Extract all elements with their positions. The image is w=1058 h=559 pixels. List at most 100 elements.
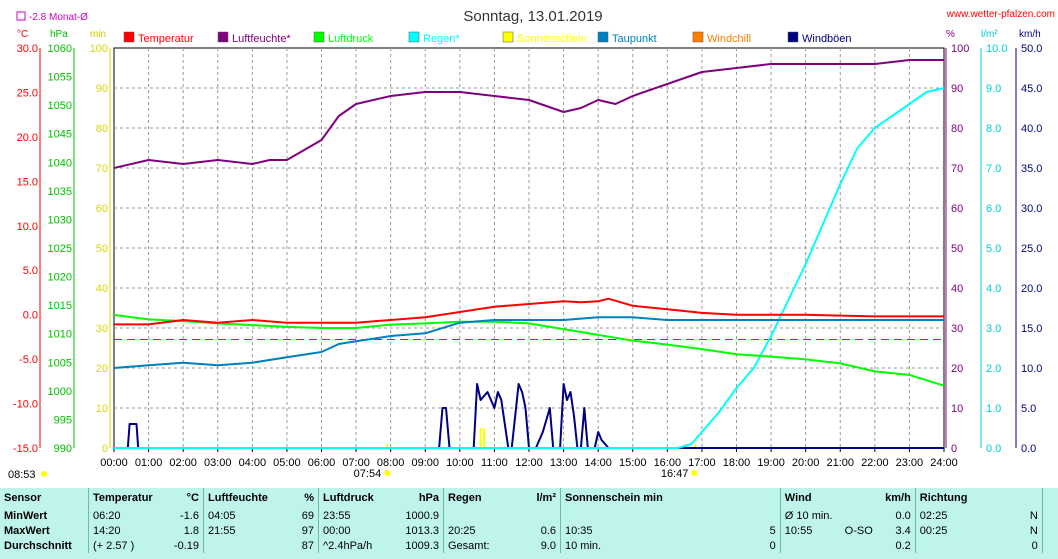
rain-tick-label: 2.0 (986, 363, 1001, 375)
wind-tick-label: 35.0 (1021, 163, 1042, 175)
min-temp-time: 06:20 (88, 508, 167, 523)
weather-chart: Sonntag, 13.01.2019 www.wetter-pfalzen.c… (8, 8, 1055, 481)
rain-tick-label: 3.0 (986, 323, 1001, 335)
legend-swatch (217, 31, 229, 43)
legend-label: Taupunkt (612, 33, 657, 45)
right-axes: 100908070605040302010010.09.08.07.06.05.… (945, 43, 1042, 455)
time-tick-label: 19:00 (757, 457, 785, 469)
time-tick-label: 24:00 (930, 457, 958, 469)
min-hum-value: 69 (301, 509, 314, 522)
stats-header-temp: Temperatur (88, 488, 167, 508)
monthly-avg-label: -2.8 Monat-Ø (29, 12, 88, 23)
rain-tick-label: 4.0 (986, 283, 1001, 295)
unit-rain: l/m² (981, 29, 998, 40)
min-sun-value (726, 508, 780, 523)
stats-header-hum-unit: % (304, 492, 314, 504)
time-tick-label: 13:00 (550, 457, 578, 469)
percent-tick-label: 40 (951, 283, 963, 295)
pressure-tick-label: 1005 (48, 357, 72, 369)
avg-hum-value: 87 (301, 539, 314, 552)
time-tick-label: 17:00 (688, 457, 716, 469)
time-tick-label: 20:00 (792, 457, 820, 469)
monthly-avg-legend-box (16, 11, 26, 21)
avg-wind-dir (839, 538, 877, 553)
temp-tick-label: -5.0 (19, 354, 38, 366)
percent-tick-label: 0 (951, 443, 957, 455)
series-line-luftdruck (113, 313, 945, 387)
rain-tick-label: 10.0 (986, 43, 1007, 55)
chart-title: Sonntag, 13.01.2019 (463, 8, 602, 25)
stats-header-wind-unit: km/h (885, 492, 911, 504)
sunrise-time: 07:54 (354, 468, 382, 480)
percent-tick-label: 80 (951, 123, 963, 135)
max-rain-time: 20:25 (443, 523, 522, 538)
minutes-tick-label: 20 (96, 363, 108, 375)
sunset-time: 16:47 (661, 468, 689, 480)
stats-label-min: MinWert (4, 509, 48, 522)
sun-start-time: 08:53 (8, 469, 36, 481)
max-wind-time: 10:55 (779, 523, 839, 538)
time-axis: 00:00 01:00 02:00 03:00 04:00 05:00 06:00 07:00… (100, 448, 958, 480)
left-axes: 30.0 25.0 20.0 15.0 10.0 5.0 0.0 -5.0 -10.0 -15.0… (13, 43, 111, 455)
time-tick-label: 14:00 (584, 457, 612, 469)
max-temp-time: 14:20 (88, 523, 167, 538)
max-hum-value: 97 (301, 524, 314, 537)
wind-tick-label: 5.0 (1021, 403, 1036, 415)
series-line-temperatur (114, 297, 944, 326)
legend-swatch (502, 31, 514, 43)
sunset-icon (691, 470, 698, 476)
legend-swatch (597, 31, 609, 43)
temp-tick-label: 20.0 (17, 132, 38, 144)
unit-min: min (90, 29, 106, 40)
min-wind-dir (839, 508, 877, 523)
chart-grid (113, 47, 945, 449)
stats-header-sun: Sonnenschein min (560, 488, 781, 508)
pressure-tick-label: 990 (54, 443, 72, 455)
wind-tick-label: 10.0 (1021, 363, 1042, 375)
avg-wind-time (779, 538, 839, 553)
legend-label: Windchill (707, 33, 751, 45)
pressure-tick-label: 1060 (48, 43, 72, 55)
legend-label: Temperatur (138, 33, 194, 45)
legend-label: Sonnenschein (517, 33, 587, 45)
rain-tick-label: 7.0 (986, 163, 1001, 175)
max-dir-value: N (1029, 524, 1038, 537)
minutes-tick-label: 70 (96, 163, 108, 175)
pressure-tick-label: 1050 (48, 100, 72, 112)
temp-tick-label: 10.0 (17, 221, 38, 233)
percent-tick-label: 90 (951, 83, 963, 95)
minutes-tick-label: 90 (96, 83, 108, 95)
wind-tick-label: 15.0 (1021, 323, 1042, 335)
time-tick-label: 22:00 (861, 457, 889, 469)
max-temp-value: 1.8 (183, 524, 199, 537)
avg-dir-time (914, 538, 984, 553)
pressure-tick-label: 1055 (48, 72, 72, 84)
time-tick-label: 07:00 (342, 457, 370, 469)
pressure-tick-label: 1020 (48, 272, 72, 284)
time-tick-label: 01:00 (135, 457, 163, 469)
legend-label: Luftfeuchte* (232, 33, 291, 45)
website-link[interactable]: www.wetter-pfalzen.com (946, 9, 1055, 20)
avg-rain-value: 9.0 (540, 539, 556, 552)
time-tick-label: 08:00 (377, 457, 405, 469)
temp-tick-label: -10.0 (13, 399, 38, 411)
time-tick-label: 05:00 (273, 457, 301, 469)
time-tick-label: 21:00 (826, 457, 854, 469)
rain-tick-label: 1.0 (986, 403, 1001, 415)
time-tick-label: 12:00 (515, 457, 543, 469)
rain-tick-label: 6.0 (986, 203, 1001, 215)
legend: Temperatur Luftfeuchte* Luftdruck Regen* Son… (123, 31, 852, 45)
percent-tick-label: 10 (951, 403, 963, 415)
min-hum-time: 04:05 (203, 508, 282, 523)
avg-hum-time (203, 538, 282, 553)
series-line-luftfeuchte (113, 59, 944, 169)
time-tick-label: 00:00 (100, 457, 128, 469)
sunrise-icon (384, 470, 391, 476)
stats-header-rain-unit: l/m² (536, 492, 556, 504)
time-tick-label: 10:00 (446, 457, 474, 469)
pressure-tick-label: 1045 (48, 129, 72, 141)
max-press-value: 1013.3 (405, 524, 439, 537)
avg-dir-value: 0 (1031, 539, 1038, 552)
temp-tick-label: 15.0 (17, 176, 38, 188)
percent-tick-label: 30 (951, 323, 963, 335)
